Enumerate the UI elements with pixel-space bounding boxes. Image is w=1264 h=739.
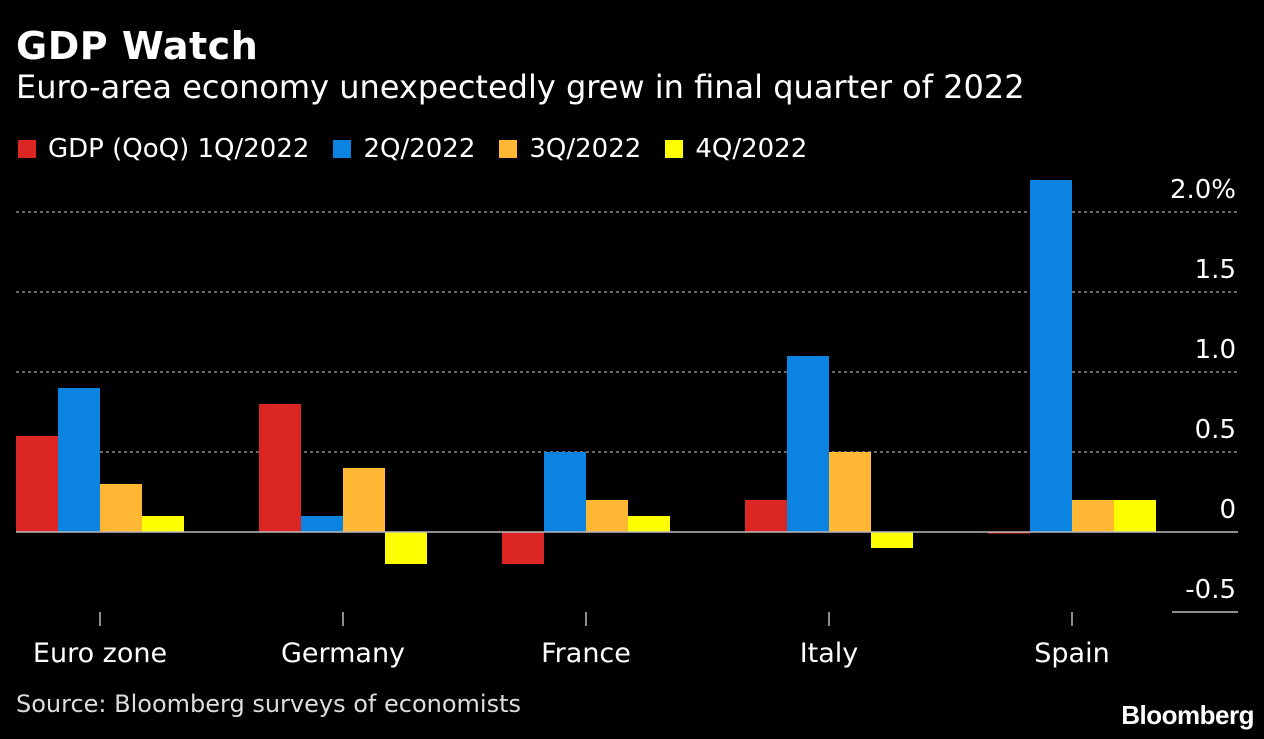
y-tick-labels: 2.0% 1.5 1.0 0.5 0 -0.5 (1170, 175, 1236, 605)
axes (16, 531, 1238, 626)
legend-item-4q: 4Q/2022 (665, 134, 807, 164)
bar-euro-zone-s1 (16, 436, 58, 532)
bar-germany-s1 (259, 404, 301, 532)
x-tick-label-2: France (541, 638, 631, 669)
bar-germany-s2 (301, 516, 343, 532)
y-tick-label-0: 2.0% (1170, 175, 1236, 205)
bar-spain-s3 (1072, 500, 1114, 532)
bar-france-s3 (586, 500, 628, 532)
y-tick-label-3: 0.5 (1195, 415, 1236, 445)
legend-label-4q: 4Q/2022 (695, 134, 808, 164)
x-tick-label-0: Euro zone (33, 638, 167, 669)
source-note: Source: Bloomberg surveys of economists (16, 690, 521, 718)
legend-label-2q: 2Q/2022 (363, 134, 476, 164)
bar-france-s1 (502, 532, 544, 564)
x-tick-label-3: Italy (800, 638, 859, 669)
x-tick-label-1: Germany (281, 638, 405, 669)
y-tick-label-1: 1.5 (1195, 255, 1236, 285)
x-tick-labels: Euro zone Germany France Italy Spain (33, 638, 1110, 669)
bars (16, 180, 1156, 564)
legend-swatch-3q (499, 140, 518, 158)
chart-title: GDP Watch (16, 24, 259, 68)
y-tick-label-4: 0 (1219, 495, 1236, 525)
legend-item-3q: 3Q/2022 (499, 134, 641, 164)
bar-italy-s1 (745, 500, 787, 532)
bar-italy-s2 (787, 356, 829, 532)
legend-label-1q: GDP (QoQ) 1Q/2022 (48, 134, 310, 164)
bar-euro-zone-s4 (142, 516, 184, 532)
chart-subtitle: Euro-area economy unexpectedly grew in f… (16, 68, 1025, 106)
bar-spain-s1 (988, 532, 1030, 534)
legend-item-2q: 2Q/2022 (333, 134, 475, 164)
legend-label-3q: 3Q/2022 (529, 134, 642, 164)
bar-germany-s3 (343, 468, 385, 532)
bar-italy-s3 (829, 452, 871, 532)
bar-euro-zone-s3 (100, 484, 142, 532)
legend-item-1q: GDP (QoQ) 1Q/2022 (18, 134, 309, 164)
bar-spain-s2 (1030, 180, 1072, 532)
legend-swatch-4q (665, 140, 684, 158)
x-tick-label-4: Spain (1034, 638, 1109, 669)
bar-germany-s4 (385, 532, 427, 564)
legend-swatch-2q (333, 140, 352, 158)
bloomberg-logo: Bloomberg (1121, 700, 1254, 730)
bar-euro-zone-s2 (58, 388, 100, 532)
y-tick-label-5: -0.5 (1185, 575, 1236, 605)
bar-france-s4 (628, 516, 670, 532)
bar-spain-s4 (1114, 500, 1156, 532)
bar-italy-s4 (871, 532, 913, 548)
legend-swatch-1q (18, 140, 36, 158)
y-tick-label-2: 1.0 (1195, 335, 1236, 365)
legend: GDP (QoQ) 1Q/2022 2Q/2022 3Q/2022 4Q/202… (18, 134, 831, 164)
bar-france-s2 (544, 452, 586, 532)
